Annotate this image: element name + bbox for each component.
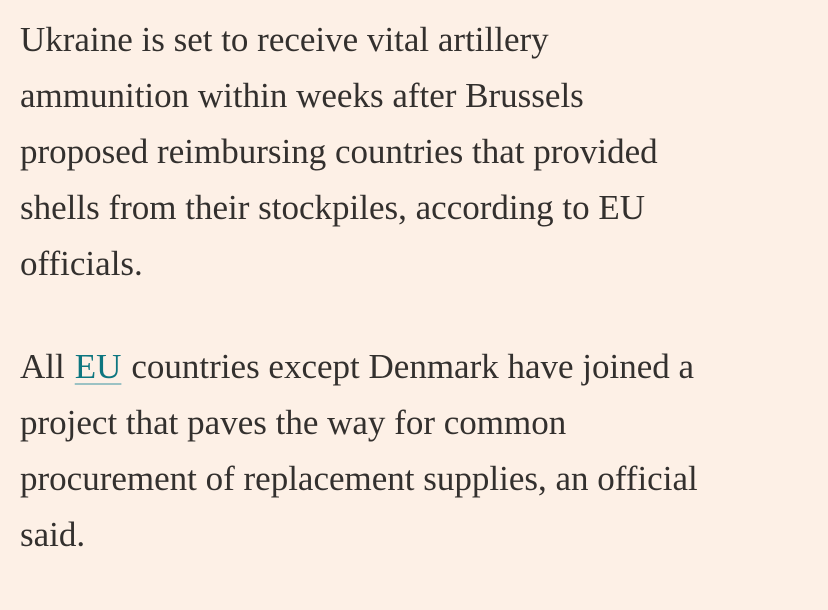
text-line: said. — [20, 515, 86, 554]
text-line: All EU countries except Denmark have joine… — [20, 339, 820, 395]
text-line: officials. — [20, 244, 143, 283]
link[interactable]: EU — [74, 347, 122, 386]
text-line: ammunition within weeks after Brussels — [20, 76, 584, 115]
text-line: shells from their stockpiles, according … — [20, 188, 645, 227]
text: All — [20, 347, 65, 386]
text-line: procurement of replacement supplies, an … — [20, 459, 698, 498]
article: Ukraine is set to receive vital artiller… — [20, 12, 820, 610]
paragraph: Ukraine is set to receive vital artiller… — [20, 12, 820, 292]
text-line: proposed reimbursing countries that prov… — [20, 132, 658, 171]
paragraph: All EU countries except Denmark have joine… — [20, 339, 820, 563]
text: countries except Denmark have joined a — [131, 347, 695, 386]
text-line: project that paves the way for common — [20, 403, 567, 442]
text-line: Ukraine is set to receive vital artiller… — [20, 20, 549, 59]
page: Ukraine is set to receive vital artiller… — [20, 20, 698, 554]
